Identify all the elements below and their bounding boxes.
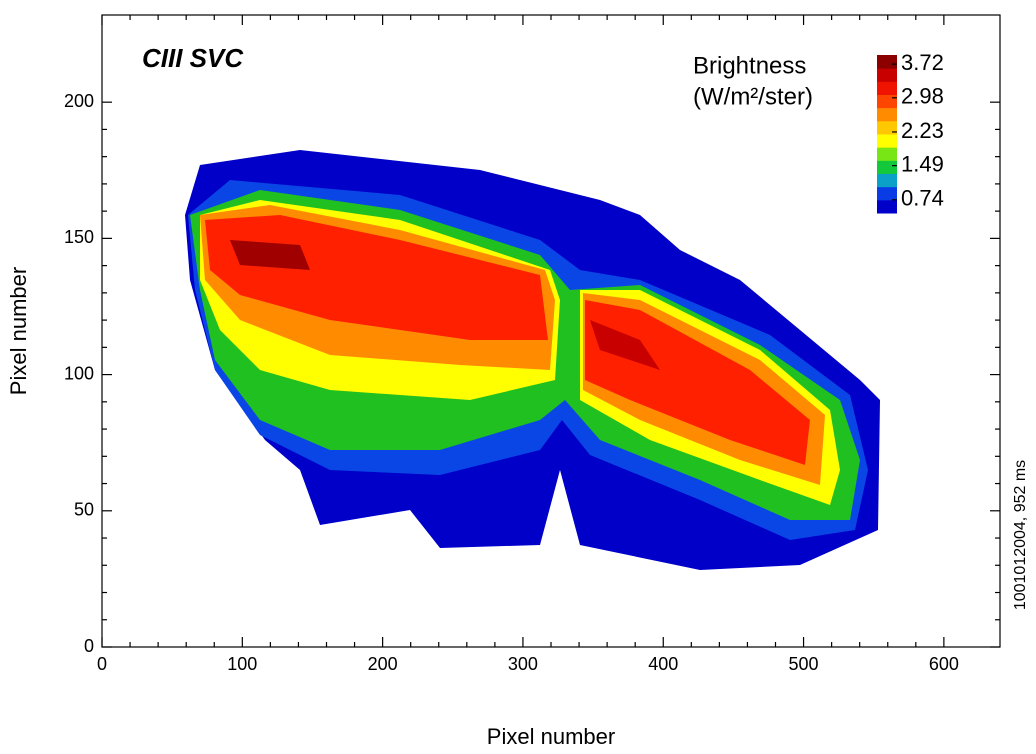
- colorbar-segment: [877, 160, 897, 174]
- colorbar-segment: [877, 55, 897, 69]
- y-tick-label: 0: [84, 636, 94, 656]
- colorbar-segment: [877, 107, 897, 122]
- chart-title: CIII SVC: [142, 43, 244, 73]
- colorbar-segment: [877, 134, 897, 148]
- x-tick-label: 300: [508, 654, 538, 674]
- colorbar-title: Brightness: [693, 52, 806, 79]
- y-tick-label: 50: [74, 500, 94, 520]
- colorbar-segment: [877, 81, 897, 95]
- y-tick-label: 150: [64, 227, 94, 247]
- colorbar-segment: [877, 94, 897, 109]
- x-tick-label: 500: [789, 654, 819, 674]
- x-tick-label: 400: [648, 654, 678, 674]
- colorbar-units: (W/m²/ster): [693, 83, 813, 110]
- colorbar-tick-label: 2.98: [901, 84, 944, 109]
- colorbar-segment: [877, 120, 897, 135]
- colorbar-segment: [877, 186, 897, 201]
- contour-level: [590, 320, 660, 370]
- contour-level: [585, 300, 810, 465]
- colorbar-tick-label: 1.49: [901, 151, 944, 176]
- colorbar-segment: [877, 173, 897, 188]
- colorbar-segment: [877, 199, 897, 214]
- contour-field: [185, 150, 880, 570]
- colorbar-segment: [877, 68, 897, 82]
- y-tick-label: 200: [64, 91, 94, 111]
- x-tick-label: 600: [929, 654, 959, 674]
- colorbar-segment: [877, 147, 897, 161]
- colorbar-tick-label: 0.74: [901, 186, 944, 211]
- side-note: 1001012004, 952 ms: [1012, 460, 1029, 610]
- x-tick-label: 200: [368, 654, 398, 674]
- colorbar-tick-label: 3.72: [901, 50, 944, 75]
- x-tick-label: 100: [227, 654, 257, 674]
- colorbar-tick-label: 2.23: [901, 118, 944, 143]
- contour-level: [230, 240, 310, 270]
- x-axis-label: Pixel number: [487, 724, 615, 749]
- y-tick-label: 100: [64, 363, 94, 383]
- x-tick-label: 0: [97, 654, 107, 674]
- y-axis-label: Pixel number: [6, 267, 31, 395]
